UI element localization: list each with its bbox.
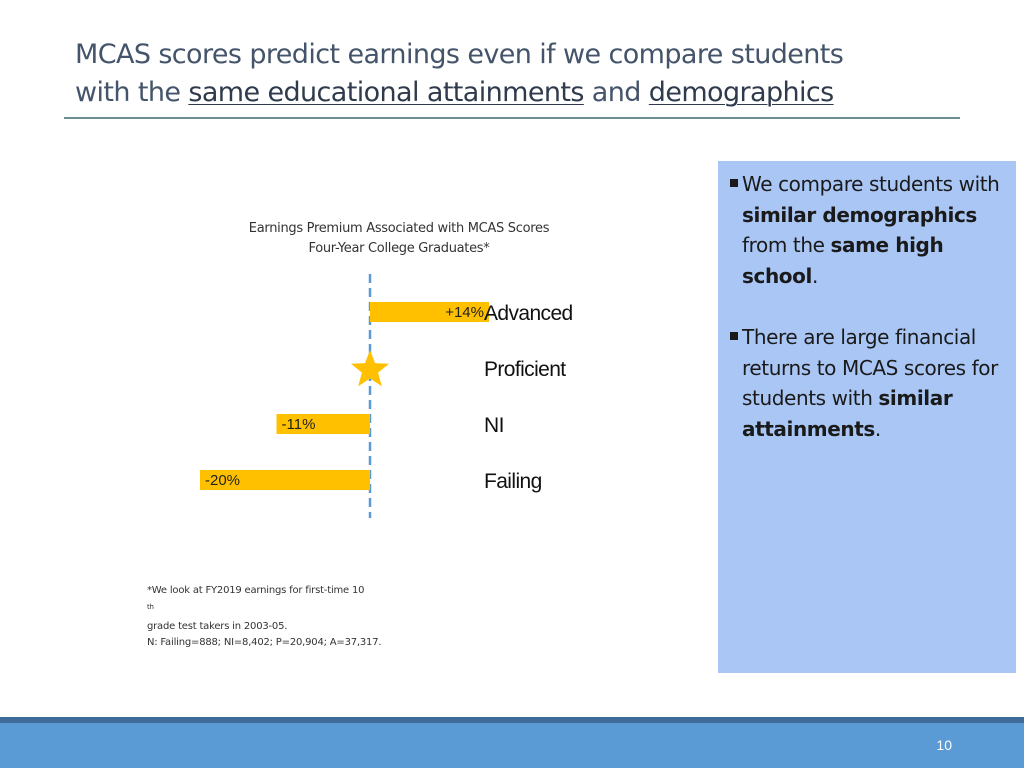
footer-bar: 10	[0, 723, 1024, 768]
page-number: 10	[936, 737, 952, 753]
bar-advanced	[370, 302, 489, 322]
chart-title-main: Earnings Premium Associated with MCAS Sc…	[248, 221, 550, 236]
chart-footnote: *We look at FY2019 earnings for first-ti…	[147, 583, 382, 651]
title-line-1: MCAS scores predict earnings even if we …	[75, 39, 844, 70]
key-points-panel: We compare students with similar demogra…	[718, 161, 1016, 673]
bar-failing	[200, 470, 370, 490]
category-label-advanced: Advanced	[484, 302, 573, 325]
slide-title: MCAS scores predict earnings even if we …	[75, 36, 955, 112]
data-label-advanced: +14%	[445, 304, 484, 321]
title-emphasis-attainments: same educational attainments	[188, 77, 584, 108]
title-prefix: with the	[75, 77, 189, 108]
data-label-ni: -11%	[282, 416, 316, 433]
earnings-premium-chart: +14% Advanced Proficient -11% NI -20% Failing	[200, 274, 573, 518]
title-connector: and	[583, 77, 649, 108]
footnote-line-2: N: Failing=888; NI=8,402; P=20,904; A=37…	[147, 637, 382, 649]
square-bullet-icon	[730, 332, 738, 340]
title-line-2: with the same educational attainments an…	[75, 74, 955, 112]
square-bullet-icon	[730, 179, 738, 187]
data-label-failing: -20%	[205, 472, 240, 489]
baseline-star-icon	[351, 350, 389, 387]
title-emphasis-demographics: demographics	[648, 77, 834, 108]
title-divider	[64, 117, 960, 119]
footer-accent-bar	[0, 717, 1024, 723]
chart-title: Earnings Premium Associated with MCAS Sc…	[199, 219, 599, 259]
category-label-proficient: Proficient	[484, 358, 566, 381]
chart-subtitle: Four-Year College Graduates*	[308, 241, 490, 256]
bar-ni	[276, 414, 370, 434]
bullet-financial-returns: There are large financial returns to MCA…	[730, 322, 1006, 444]
bullet-demographics: We compare students with similar demogra…	[730, 169, 1006, 291]
category-label-failing: Failing	[484, 470, 542, 493]
footnote-line-1: *We look at FY2019 earnings for first-ti…	[147, 585, 365, 633]
category-label-ni: NI	[484, 414, 504, 437]
footnote-superscript: th	[147, 603, 154, 611]
